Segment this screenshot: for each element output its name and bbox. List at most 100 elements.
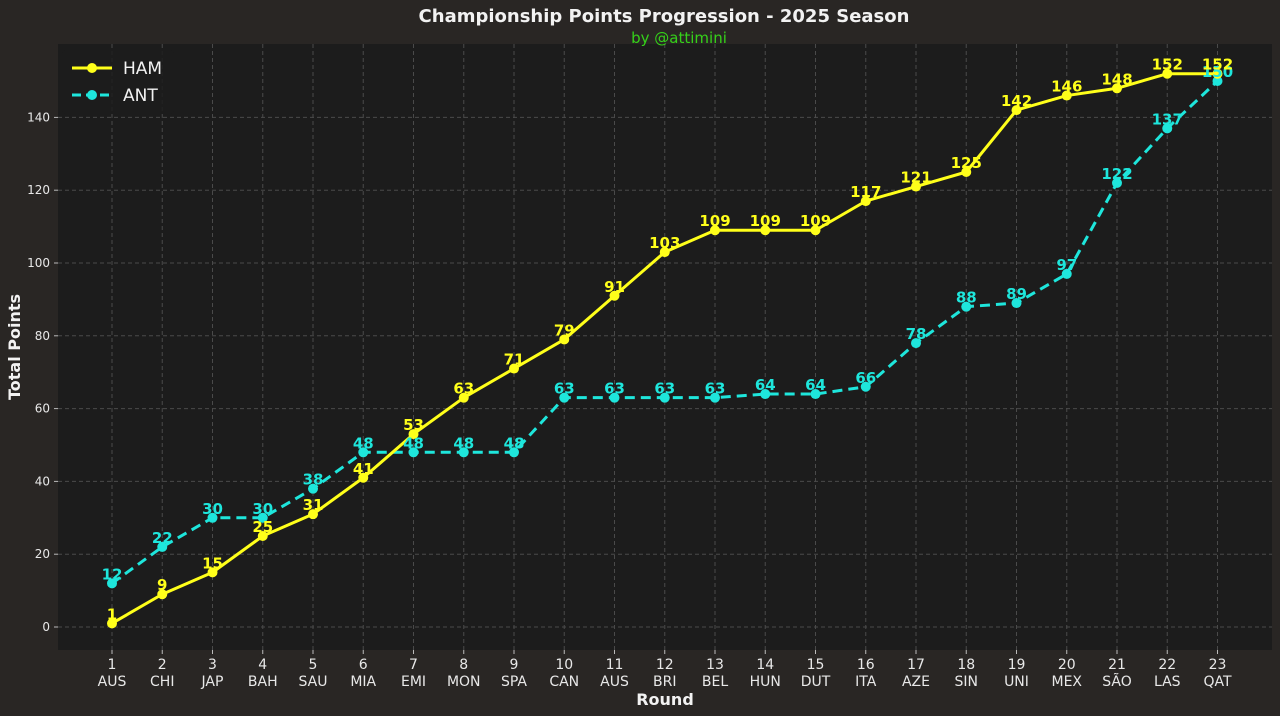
x-tick-label-race: SPA xyxy=(501,674,527,690)
data-label-ant: 88 xyxy=(956,289,977,307)
data-point-ant xyxy=(1112,177,1122,188)
data-point-ant xyxy=(860,381,871,392)
legend-marker-ant xyxy=(87,90,97,100)
x-tick-label-round: 10 xyxy=(555,657,573,673)
data-label-ham: 109 xyxy=(750,212,781,230)
data-point-ham xyxy=(659,247,670,258)
y-tick-label: 140 xyxy=(27,110,50,124)
data-label-ant: 38 xyxy=(303,471,324,489)
data-label-ham: 117 xyxy=(850,183,881,201)
data-point-ant xyxy=(961,301,972,312)
y-tick-label: 100 xyxy=(27,256,50,270)
data-point-ant xyxy=(1011,298,1022,309)
grid xyxy=(58,44,1272,650)
data-label-ham: 71 xyxy=(504,351,525,369)
x-tick-label-race: MIA xyxy=(350,674,376,690)
data-label-ham: 9 xyxy=(157,576,167,594)
data-point-ant xyxy=(1212,76,1223,86)
x-axis-label: Round xyxy=(636,690,694,709)
x-tick-label-round: 5 xyxy=(309,657,318,673)
y-tick-label: 60 xyxy=(35,402,50,416)
data-label-ham: 15 xyxy=(202,554,223,572)
data-point-ant xyxy=(760,389,771,400)
x-tick-label-race: UNI xyxy=(1004,674,1029,690)
x-tick-label-round: 16 xyxy=(857,657,875,673)
data-point-ant xyxy=(157,541,168,552)
data-point-ham xyxy=(157,589,168,600)
data-point-ham xyxy=(107,618,117,629)
data-point-ham xyxy=(207,567,218,578)
data-label-ham: 91 xyxy=(604,278,625,296)
data-point-ant xyxy=(1162,123,1173,134)
y-axis-label: Total Points xyxy=(5,294,24,400)
x-tick-label-race: EMI xyxy=(401,674,426,690)
data-point-ham xyxy=(860,196,871,207)
x-tick-label-round: 4 xyxy=(258,657,267,673)
x-tick-label-race: AUS xyxy=(98,674,127,690)
data-label-ant: 78 xyxy=(906,325,927,343)
series-layer xyxy=(107,68,1223,629)
data-label-ant: 30 xyxy=(252,500,273,518)
x-tick-label-round: 22 xyxy=(1158,657,1176,673)
x-tick-label-round: 20 xyxy=(1058,657,1076,673)
data-label-ant: 97 xyxy=(1056,256,1077,274)
data-point-ant xyxy=(358,447,369,458)
x-tick-label-race: HUN xyxy=(750,674,781,690)
x-tick-label-round: 17 xyxy=(907,657,925,673)
data-point-ant xyxy=(710,392,720,403)
data-label-ham: 25 xyxy=(252,518,273,536)
data-point-ant xyxy=(509,447,519,458)
data-label-ant: 122 xyxy=(1101,165,1132,183)
data-label-ham: 109 xyxy=(800,212,831,230)
y-tick-label: 20 xyxy=(35,547,50,561)
x-tick-label-race: AZE xyxy=(902,674,930,690)
data-point-ant xyxy=(911,338,921,349)
data-point-ham xyxy=(408,429,419,440)
data-point-ant xyxy=(810,389,821,400)
x-tick-label-race: SÃO xyxy=(1102,673,1132,690)
data-label-ant: 64 xyxy=(755,376,776,394)
data-label-ant: 48 xyxy=(453,434,474,452)
y-axis-ticks: 0 20 40 60 80 100 120 140 xyxy=(27,110,58,634)
chart-subtitle: by @attimini xyxy=(631,29,727,47)
x-tick-label-round: 13 xyxy=(706,657,724,673)
x-tick-label-race: SAU xyxy=(299,674,328,690)
data-label-ham: 146 xyxy=(1051,78,1082,96)
legend: HAM ANT xyxy=(62,50,174,114)
data-point-ham xyxy=(961,167,972,177)
data-label-ham: 152 xyxy=(1152,56,1183,74)
x-tick-label-race: CAN xyxy=(549,674,579,690)
data-point-ham xyxy=(257,531,268,541)
x-tick-label-race: QAT xyxy=(1203,674,1232,690)
x-tick-label-race: AUS xyxy=(600,674,629,690)
data-point-ant xyxy=(207,512,218,523)
data-point-ham xyxy=(1061,90,1072,101)
data-point-ham xyxy=(710,225,720,236)
x-tick-label-round: 8 xyxy=(459,657,468,673)
data-point-ant xyxy=(308,483,318,494)
data-label-ham: 63 xyxy=(453,380,474,398)
data-label-ant: 66 xyxy=(855,369,876,387)
x-tick-label-round: 19 xyxy=(1008,657,1026,673)
data-point-ham xyxy=(911,181,921,192)
x-tick-label-round: 9 xyxy=(510,657,519,673)
data-point-ham xyxy=(559,334,570,345)
data-label-ant: 89 xyxy=(1006,285,1027,303)
data-point-ant xyxy=(609,392,620,403)
x-tick-label-race: DUT xyxy=(801,674,831,690)
data-point-ham xyxy=(609,290,620,301)
data-point-ant xyxy=(458,447,469,458)
data-label-ant: 63 xyxy=(604,380,625,398)
x-axis-ticks: 1AUS2CHI3JAP4BAH5SAU6MIA7EMI8MON9SPA10CA… xyxy=(98,650,1232,690)
x-tick-label-race: BAH xyxy=(248,674,278,690)
data-label-ant: 48 xyxy=(403,434,424,452)
data-label-ant: 137 xyxy=(1152,110,1183,128)
data-point-ant xyxy=(408,447,419,458)
legend-marker-ham xyxy=(87,63,97,73)
data-label-ant: 30 xyxy=(202,500,223,518)
x-tick-label-round: 15 xyxy=(807,657,825,673)
data-point-ham xyxy=(1212,68,1223,79)
x-tick-label-race: MON xyxy=(447,674,481,690)
data-point-ham xyxy=(458,392,469,403)
